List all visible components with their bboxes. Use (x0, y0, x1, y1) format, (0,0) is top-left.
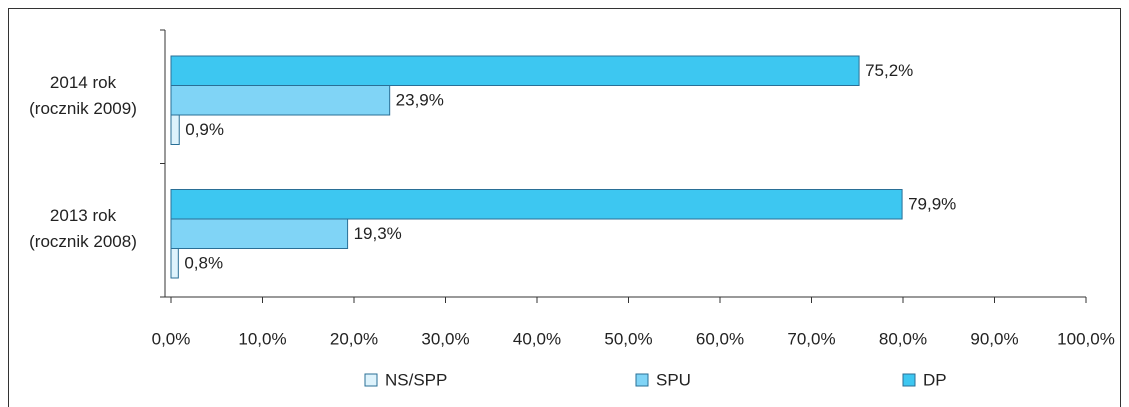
x-tick-label: 20,0% (330, 329, 378, 348)
legend-swatch (364, 373, 378, 387)
x-tick-label: 10,0% (238, 329, 286, 348)
value-label: 0,9% (185, 120, 224, 139)
x-tick-label: 70,0% (787, 329, 835, 348)
legend-label: DP (923, 370, 947, 389)
legend-swatch (902, 373, 916, 387)
value-label: 79,9% (908, 195, 956, 214)
legend-label: NS/SPP (385, 370, 447, 389)
x-tick-label: 60,0% (696, 329, 744, 348)
x-tick-label: 0,0% (152, 329, 191, 348)
y-tick-label: 2013 rok (rocznik 2008) (29, 206, 137, 252)
y-tick-label: 2014 rok (rocznik 2009) (29, 72, 137, 118)
bar (170, 189, 903, 220)
value-label: 0,8% (184, 254, 223, 273)
x-tick-label: 100,0% (1057, 329, 1115, 348)
x-tick-label: 40,0% (513, 329, 561, 348)
bar (170, 85, 391, 116)
value-label: 19,3% (354, 224, 402, 243)
x-tick-label: 90,0% (970, 329, 1018, 348)
bar (170, 55, 860, 86)
bar (170, 248, 179, 279)
value-label: 75,2% (865, 61, 913, 80)
legend-label: SPU (656, 370, 691, 389)
frame (8, 8, 1121, 407)
legend-swatch (635, 373, 649, 387)
bar (170, 114, 180, 145)
x-tick-label: 30,0% (421, 329, 469, 348)
bar (170, 218, 349, 249)
value-label: 23,9% (396, 91, 444, 110)
x-tick-label: 80,0% (879, 329, 927, 348)
x-tick-label: 50,0% (604, 329, 652, 348)
